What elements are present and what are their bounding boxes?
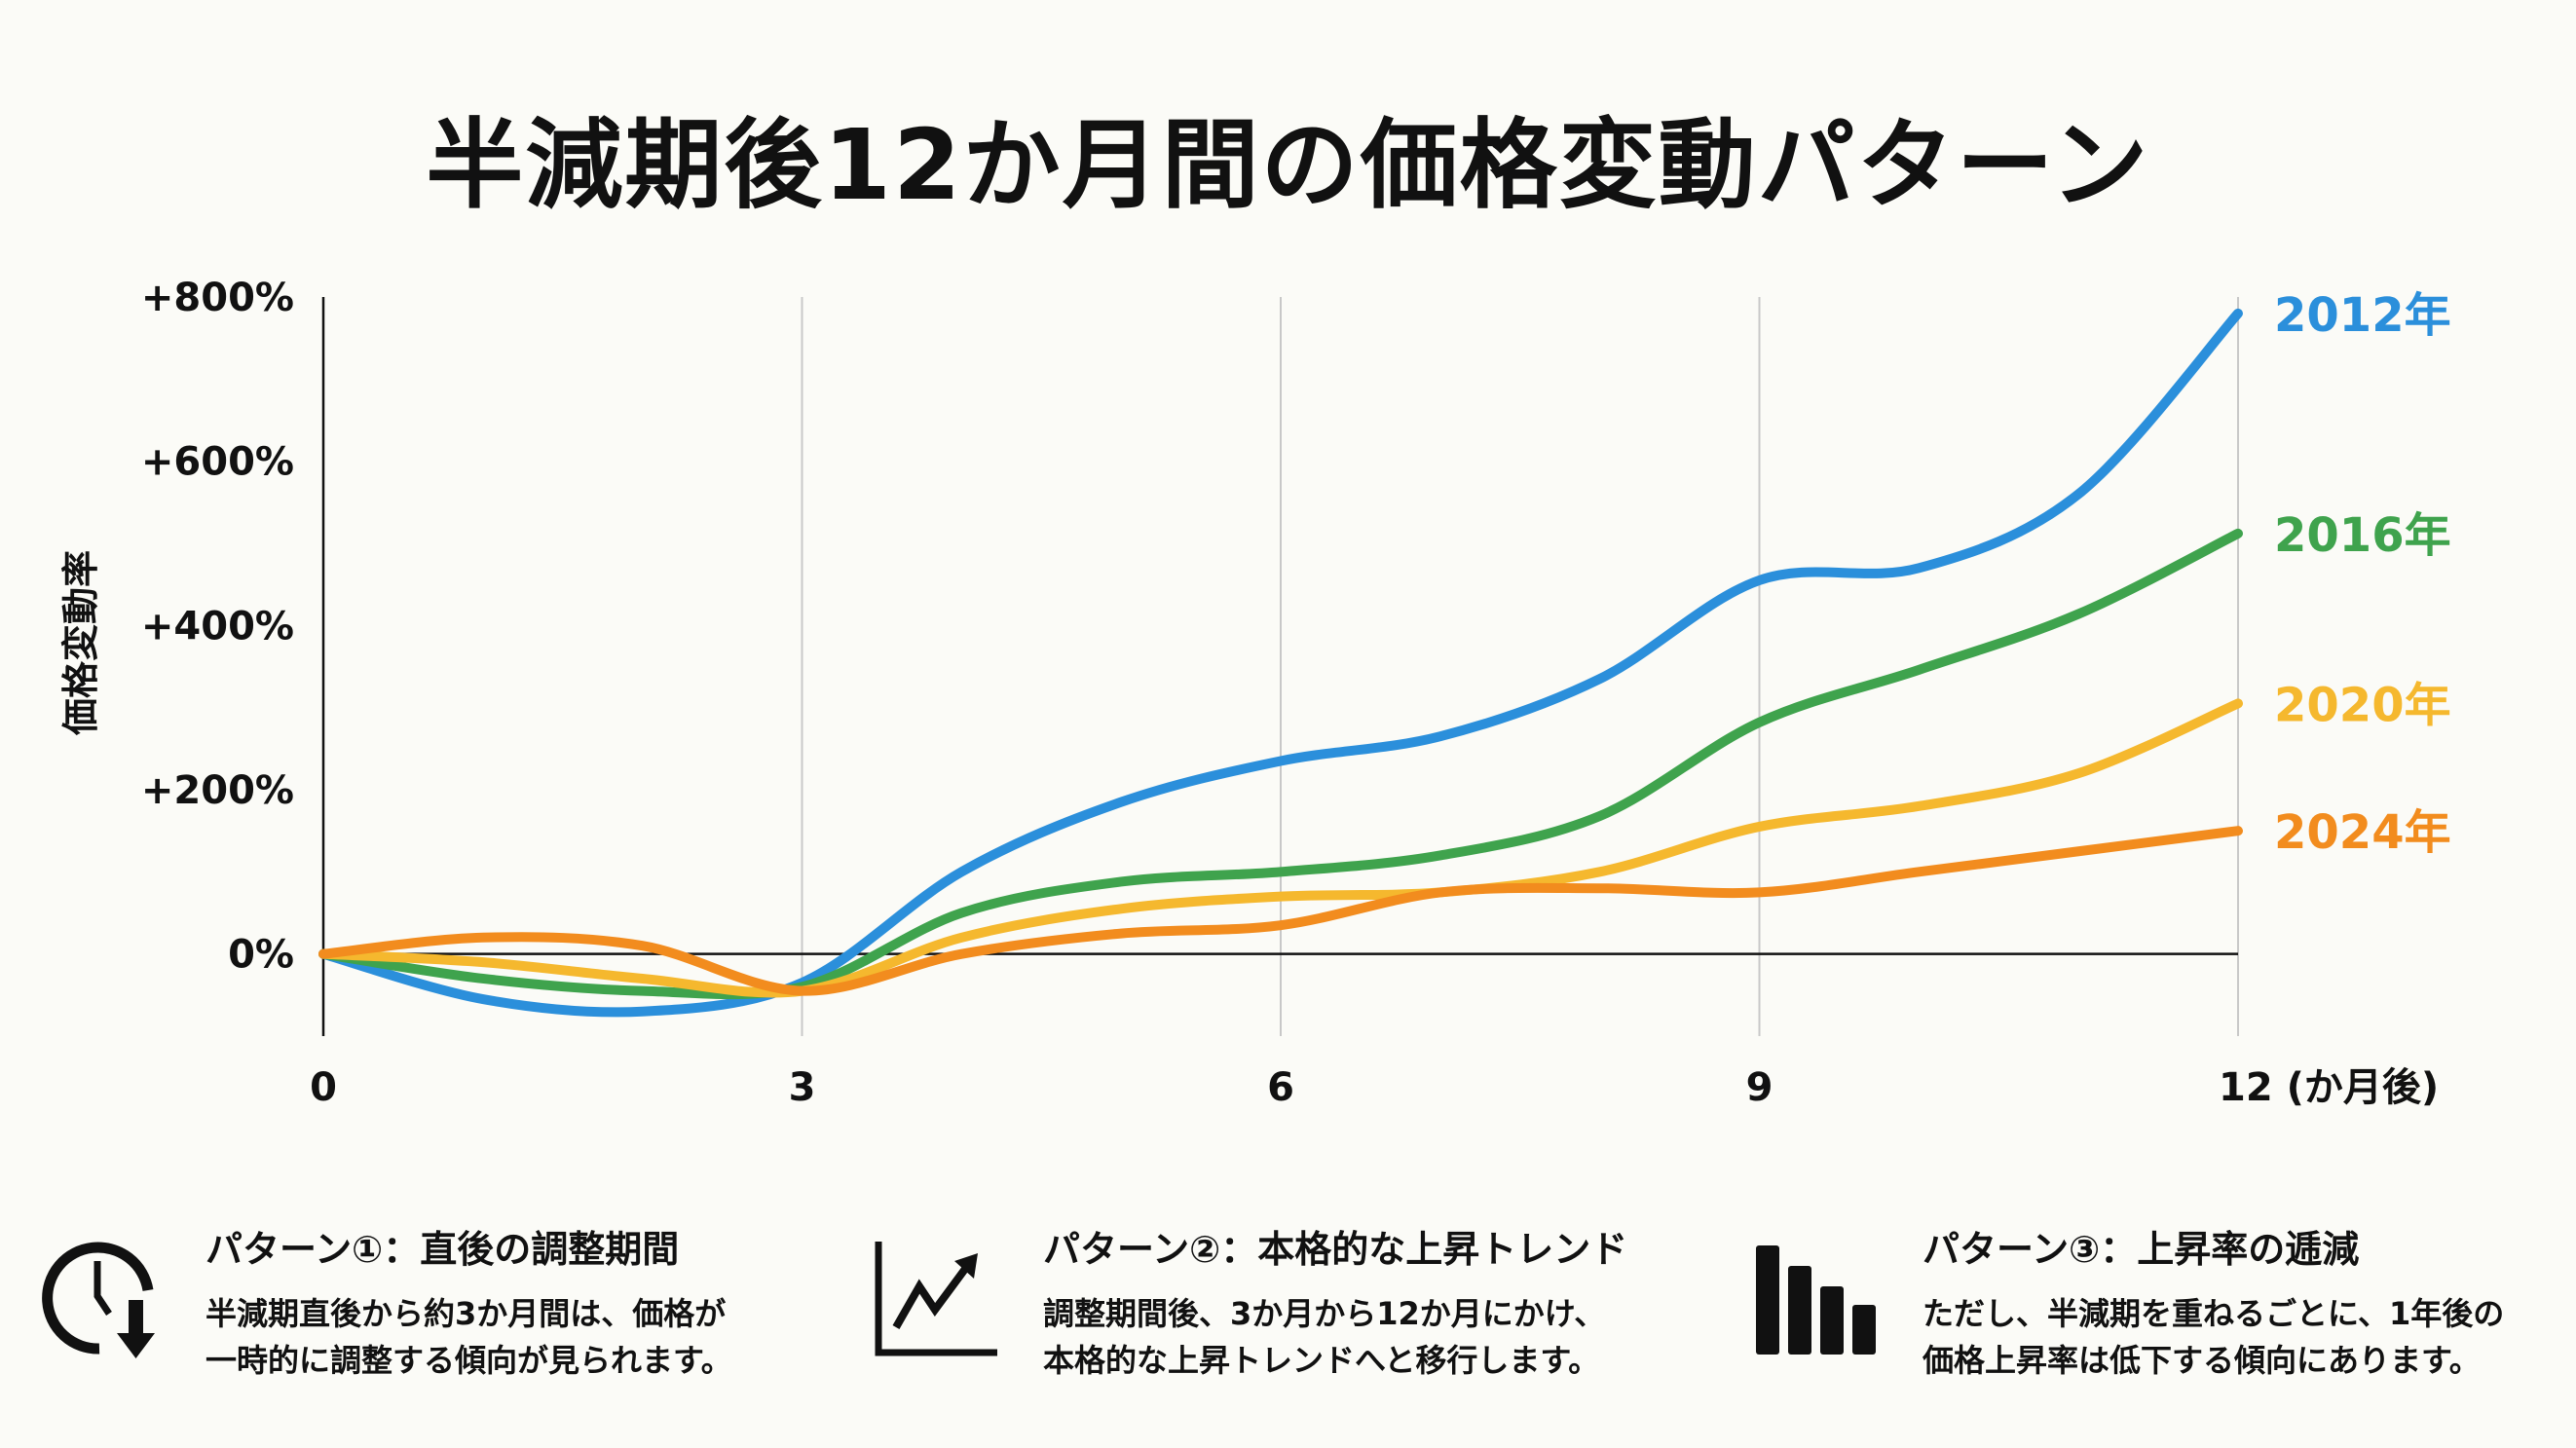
series-line-2020年 [318,698,2243,998]
pattern-1-line-2: 一時的に調整する傾向が見られます。 [205,1342,732,1379]
y-tick-label: +400% [141,604,294,649]
series-label: 2020年 [2274,678,2451,732]
x-tick-label: 9 [1746,1065,1773,1110]
pattern-2-line-2: 本格的な上昇トレンドへと移行します。 [1043,1342,1600,1379]
pattern-3-line-2: 価格上昇率は低下する傾向にあります。 [1923,1342,2481,1379]
pattern-1-line-1: 半減期直後から約3か月間は、価格が [205,1295,727,1332]
y-tick-label: +600% [141,440,294,485]
chart-title: 半減期後12か月間の価格変動パターン [426,108,2150,222]
pattern-2-heading: パターン②：本格的な上昇トレンド [1043,1228,1628,1271]
series-label: 2016年 [2274,508,2451,563]
series-line-2016年 [318,528,2243,1000]
x-tick-label: 0 [310,1065,337,1110]
decreasing-bars-icon [1756,1245,1876,1355]
series-label: 2012年 [2274,288,2451,343]
pattern-1-heading: パターン①：直後の調整期間 [205,1228,680,1271]
series-label: 2024年 [2274,805,2451,860]
line-chart: 0% +200% +400% +600% +800% 0 3 6 9 12 (か月後) 価格変動率 2… [59,276,2451,1110]
pattern-3-line-1: ただし、半減期を重ねるごとに、1年後の [1923,1295,2505,1332]
series-line-2012年 [318,308,2243,1018]
trend-up-chart-icon [875,1242,997,1356]
x-tick-label: 3 [789,1065,816,1110]
y-tick-label: +800% [141,276,294,320]
pattern-2-line-1: 調整期間後、3か月から12か月にかけ、 [1043,1295,1606,1332]
y-tick-label: 0% [228,933,294,978]
series-line-2024年 [318,826,2243,996]
y-tick-label: +200% [141,768,294,813]
clock-down-arrow-icon [42,1242,155,1358]
pattern-3-heading: パターン③：上昇率の逓減 [1923,1228,2360,1271]
x-tick-label: 6 [1267,1065,1294,1110]
y-axis-label: 価格変動率 [59,550,102,736]
x-tick-label: 12 (か月後) [2219,1065,2439,1110]
